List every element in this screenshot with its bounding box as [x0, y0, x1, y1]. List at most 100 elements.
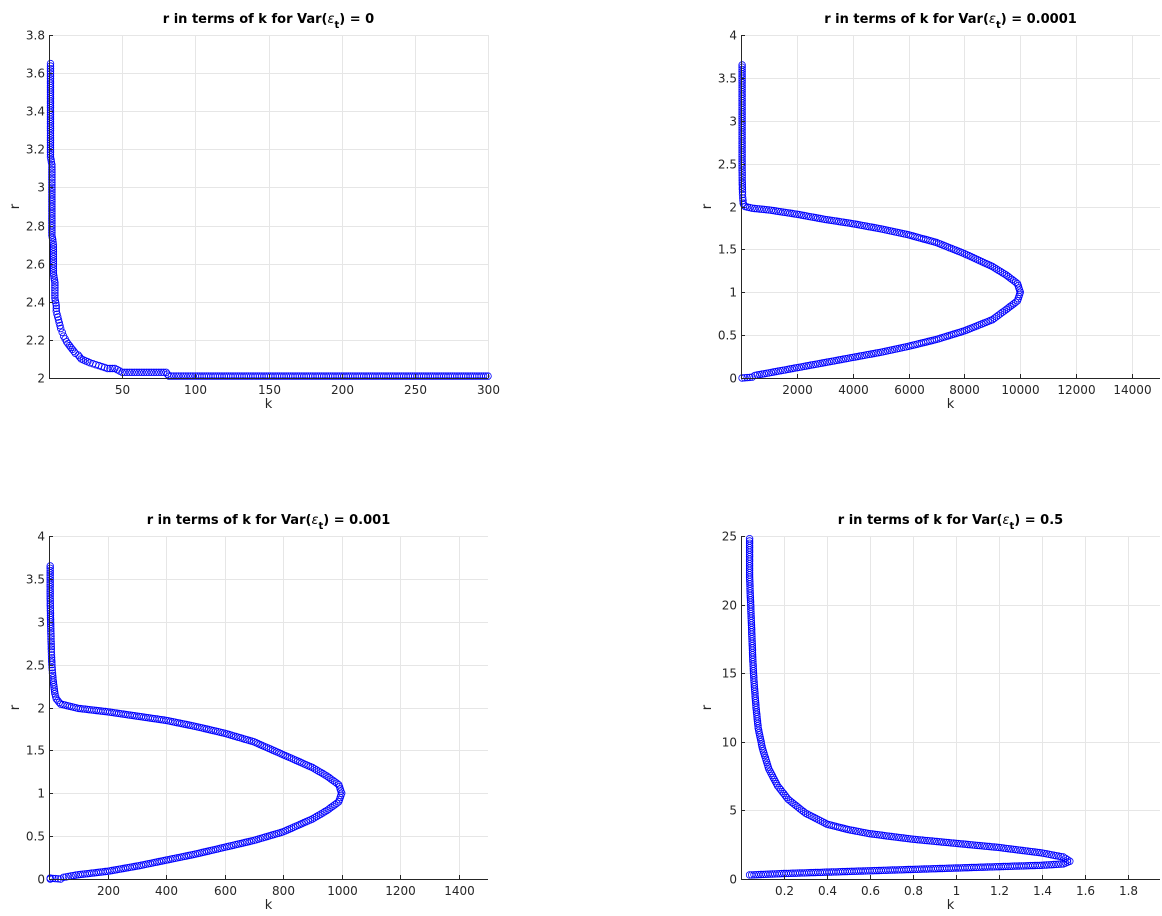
data-point — [1050, 860, 1058, 869]
y-tick-label: 2 — [37, 702, 45, 716]
data-point — [797, 806, 806, 814]
data-point — [155, 368, 163, 376]
data-point — [823, 215, 831, 224]
data-point — [1014, 846, 1022, 854]
data-point — [842, 825, 850, 833]
data-point — [875, 831, 884, 839]
x-tick-label: 0.2 — [775, 884, 794, 898]
x-axis-label: k — [947, 397, 955, 412]
data-point — [757, 738, 765, 746]
data-point — [48, 165, 56, 174]
data-point — [46, 64, 55, 73]
data-point — [997, 844, 1005, 852]
data-point — [807, 213, 815, 221]
data-point — [835, 356, 843, 364]
plot-area — [741, 536, 1160, 879]
data-point — [816, 214, 824, 223]
data-point — [1047, 861, 1056, 869]
data-point — [47, 627, 55, 635]
data-point — [973, 841, 982, 850]
data-point — [223, 843, 231, 851]
data-point — [866, 830, 874, 838]
data-point — [849, 353, 857, 362]
data-point — [933, 837, 941, 846]
y-axis-label: r — [8, 704, 23, 710]
data-point — [51, 279, 59, 287]
data-point — [54, 696, 62, 705]
data-point — [751, 696, 760, 705]
data-point — [907, 342, 915, 350]
data-point — [106, 364, 114, 373]
data-point — [51, 874, 60, 883]
x-tick-label: 1200 — [385, 884, 416, 898]
data-point — [171, 854, 179, 862]
data-point — [46, 138, 55, 147]
data-point — [797, 211, 806, 219]
data-point — [779, 208, 787, 216]
data-point — [49, 243, 58, 251]
title-epsilon: ε — [327, 12, 334, 27]
data-point — [909, 835, 917, 843]
data-point — [52, 307, 60, 315]
y-tick-label: 0.5 — [718, 329, 737, 343]
data-point — [1010, 277, 1018, 285]
data-point — [738, 171, 746, 179]
data-point — [793, 210, 801, 218]
y-tick-label: 0 — [729, 372, 737, 386]
data-point — [830, 217, 838, 225]
data-point — [958, 249, 966, 257]
data-point — [945, 838, 953, 847]
data-point — [959, 840, 967, 848]
x-axis-label: k — [947, 898, 955, 913]
data-point — [182, 372, 190, 380]
data-point — [755, 870, 763, 879]
data-point — [46, 590, 54, 598]
data-point — [738, 190, 747, 199]
data-point — [767, 769, 775, 778]
data-point — [140, 368, 148, 376]
data-point — [1004, 845, 1013, 853]
data-point — [738, 173, 746, 182]
x-tick-label: 50 — [115, 383, 130, 397]
data-point — [853, 220, 862, 229]
data-point — [745, 566, 754, 575]
data-point — [46, 59, 55, 68]
data-point — [758, 742, 766, 751]
data-point — [49, 269, 58, 277]
y-tick-label: 2 — [729, 201, 737, 215]
data-point — [172, 372, 180, 380]
data-point — [479, 372, 488, 380]
data-point — [319, 769, 327, 778]
data-point — [48, 183, 56, 192]
data-point — [56, 321, 64, 330]
data-point — [738, 188, 747, 196]
data-point — [51, 284, 59, 292]
data-point — [781, 208, 789, 217]
data-point — [764, 763, 772, 771]
data-point — [142, 368, 151, 376]
data-point — [135, 368, 143, 376]
data-point — [47, 632, 55, 640]
data-point — [50, 683, 58, 691]
data-point — [781, 791, 789, 800]
data-point — [992, 843, 1001, 851]
x-tick-label: 1.8 — [1119, 884, 1138, 898]
data-point — [865, 350, 873, 359]
data-point — [46, 67, 55, 75]
data-point — [150, 368, 158, 376]
data-point — [749, 669, 758, 677]
data-point — [47, 640, 55, 648]
data-point — [108, 364, 117, 373]
data-point — [103, 364, 112, 373]
data-point — [157, 857, 166, 865]
x-tick-label: 600 — [214, 884, 237, 898]
data-point — [930, 238, 939, 246]
data-point — [48, 231, 56, 239]
y-tick-label: 2.5 — [26, 659, 45, 673]
data-point — [48, 163, 56, 171]
title-text: r in terms of k for Var( — [824, 12, 989, 27]
data-point — [48, 181, 56, 189]
data-point — [802, 362, 810, 370]
data-point — [1006, 302, 1014, 311]
data-point — [47, 648, 56, 656]
